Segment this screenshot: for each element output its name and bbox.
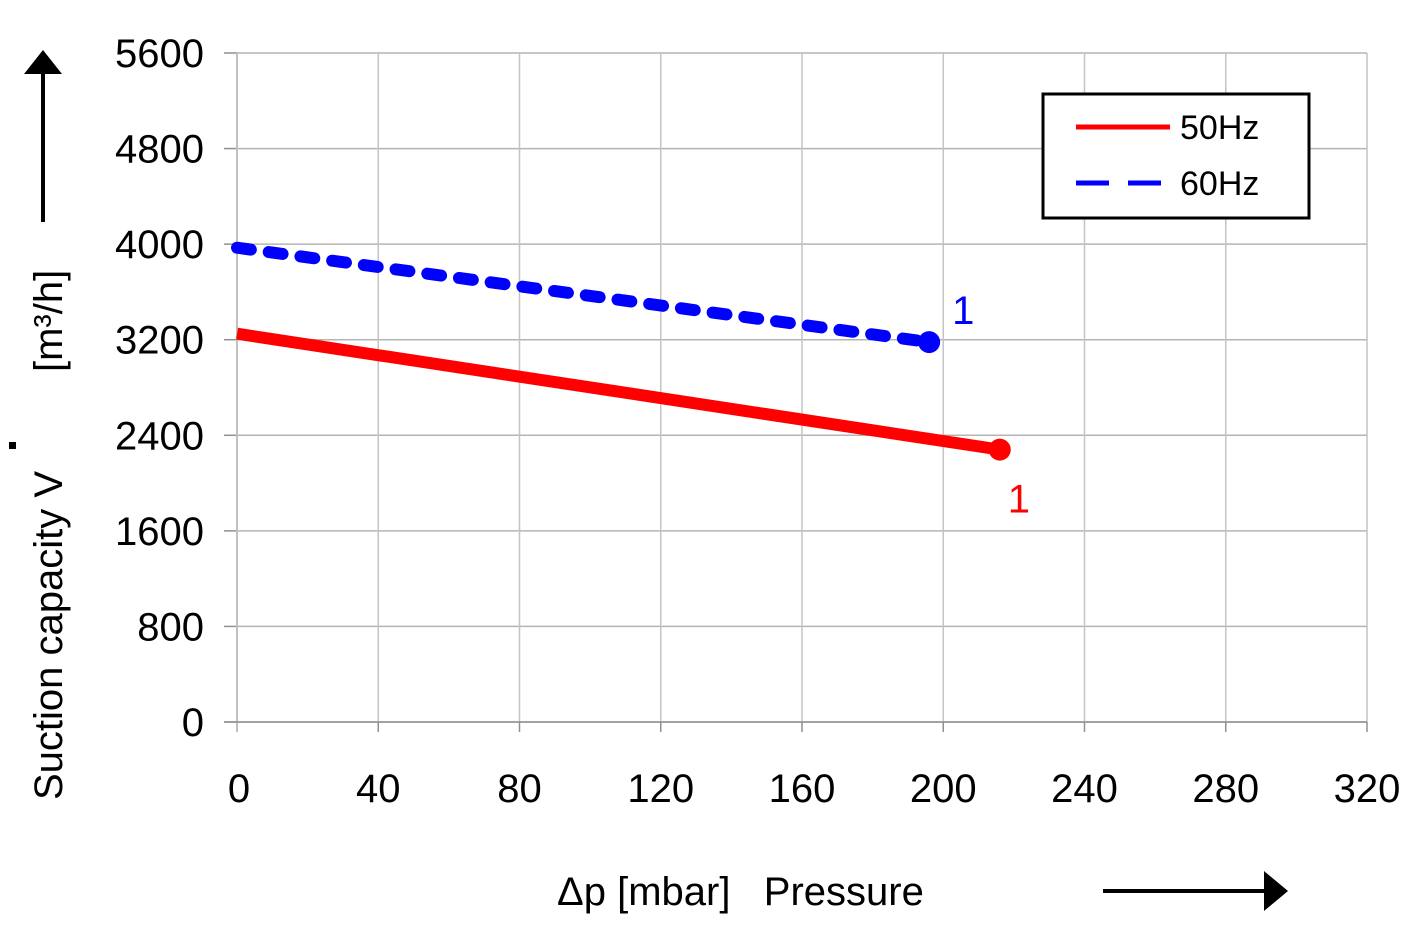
series-endpoint-60hz xyxy=(918,331,941,354)
y-tick-label: 1600 xyxy=(115,510,204,554)
x-axis-title-group: Δp [mbar] Pressure xyxy=(557,870,1288,914)
y-axis-title: Suction capacity V xyxy=(27,471,71,800)
y-tick-label: 800 xyxy=(137,605,204,649)
x-tick-label: 120 xyxy=(627,767,694,811)
x-axis-title: Δp [mbar] Pressure xyxy=(557,870,924,914)
x-tick-label: 80 xyxy=(497,767,542,811)
x-tick-label: 0 xyxy=(228,767,250,811)
legend-box xyxy=(1041,92,1311,220)
v-dot-icon xyxy=(9,442,16,449)
y-tick-label: 5600 xyxy=(115,32,204,76)
x-tick-label: 240 xyxy=(1051,767,1118,811)
endpoint-label-50hz: 1 xyxy=(1008,478,1030,522)
legend-label-50hz: 50Hz xyxy=(1180,109,1259,147)
y-tick-label: 4000 xyxy=(115,223,204,267)
x-tick-label: 160 xyxy=(769,767,836,811)
y-axis-arrow-icon xyxy=(24,50,62,74)
y-axis-ticks: 0 800 1600 2400 3200 4000 4800 5600 xyxy=(115,32,204,745)
x-axis-arrow-icon xyxy=(1264,871,1288,911)
y-tick-label: 2400 xyxy=(115,414,204,458)
x-axis-ticks: 0 40 80 120 160 200 240 280 320 xyxy=(228,767,1401,811)
x-tick-label: 320 xyxy=(1334,767,1401,811)
y-axis-title-group: Suction capacity V [m³/h] xyxy=(9,50,71,800)
legend-label-60hz: 60Hz xyxy=(1180,165,1259,203)
x-tick-label: 40 xyxy=(356,767,401,811)
y-tick-label: 3200 xyxy=(115,319,204,363)
series-line-50hz xyxy=(236,327,1001,456)
endpoint-label-60hz: 1 xyxy=(952,289,974,333)
legend: 50Hz 60Hz xyxy=(1041,92,1311,220)
x-tick-label: 280 xyxy=(1192,767,1259,811)
y-axis-unit: [m³/h] xyxy=(27,270,71,372)
series-group: 11 xyxy=(231,241,1030,522)
y-tick-label: 4800 xyxy=(115,128,204,172)
x-tick-label: 200 xyxy=(910,767,977,811)
series-endpoint-50hz xyxy=(988,438,1011,461)
series-line-60hz xyxy=(231,241,936,349)
y-tick-label: 0 xyxy=(182,701,204,745)
